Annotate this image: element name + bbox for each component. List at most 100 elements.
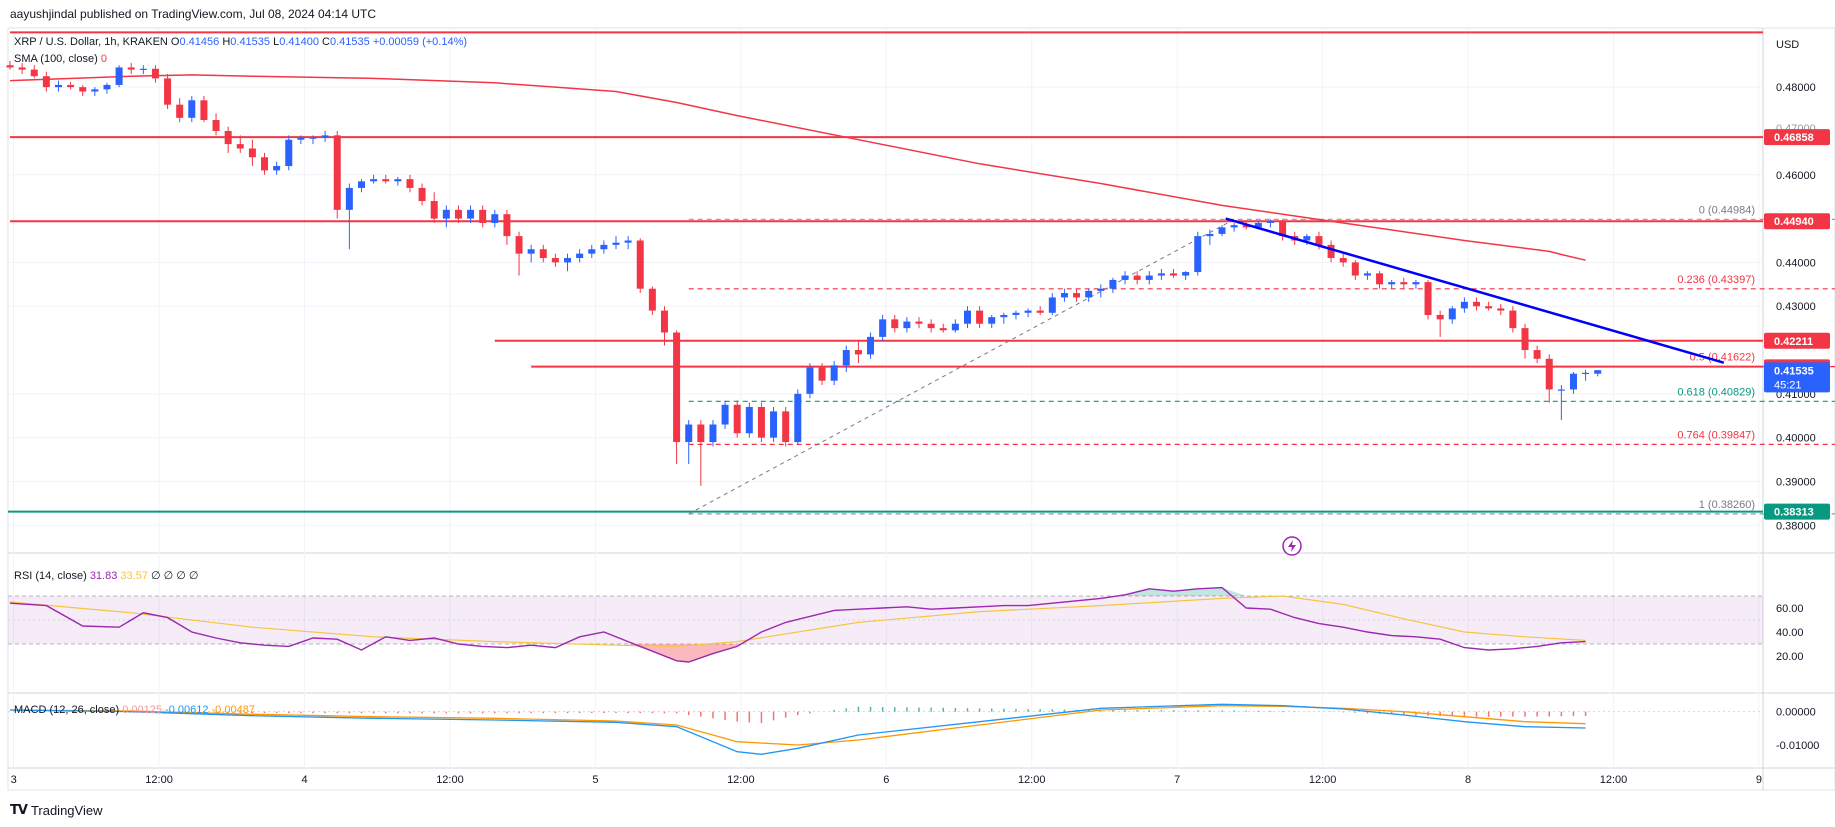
- candle-body: [988, 317, 996, 324]
- candle-body: [345, 187, 353, 210]
- candle-body: [1594, 370, 1602, 374]
- candle-body: [236, 144, 244, 149]
- rsi-line: [9, 586, 1586, 663]
- candle-body: [551, 258, 559, 263]
- candle-body: [1363, 273, 1371, 276]
- candle-body: [1339, 258, 1347, 263]
- candle-body: [1279, 220, 1287, 237]
- candle-body: [1218, 227, 1226, 234]
- candle-body: [1473, 301, 1481, 307]
- candle-body: [79, 87, 87, 92]
- macd-signal-line: [9, 705, 1586, 746]
- candle-body: [1460, 301, 1468, 309]
- time-tick-label: 12:00: [727, 774, 755, 786]
- candle-body: [1230, 225, 1238, 228]
- candle-body: [539, 249, 547, 259]
- candle-body: [515, 236, 523, 254]
- candle-body: [261, 157, 269, 171]
- candle-body: [1133, 275, 1141, 280]
- candle-body: [139, 68, 147, 70]
- candle-body: [115, 67, 123, 85]
- candle-body: [963, 310, 971, 324]
- candle-body: [1145, 275, 1153, 280]
- candle-body: [624, 240, 632, 243]
- candle-body: [673, 332, 681, 443]
- price-tag: [1764, 503, 1830, 520]
- candle-body: [1266, 220, 1274, 223]
- candle-body: [103, 84, 111, 90]
- candle-body: [224, 130, 232, 145]
- candle-body: [757, 406, 765, 438]
- price-tag: [1764, 129, 1830, 146]
- candle-body: [770, 411, 778, 438]
- countdown-label: 45:21: [1774, 379, 1802, 391]
- price-tag-label: 0.41535: [1774, 365, 1814, 377]
- candle-body: [1327, 244, 1335, 259]
- candle-body: [1024, 310, 1032, 313]
- candle-body: [1206, 233, 1214, 237]
- time-tick-label: 12:00: [145, 774, 173, 786]
- candle-body: [1012, 312, 1020, 315]
- fib-level-label: 0.5 (0.41622): [1690, 352, 1755, 364]
- price-tag-label: 0.42211: [1774, 336, 1813, 348]
- candle-body: [1085, 290, 1093, 298]
- candle-body: [285, 139, 293, 167]
- time-tick-label: 12:00: [1600, 774, 1628, 786]
- rsi-tick-label: 40.00: [1776, 627, 1804, 639]
- rsi-tick-label: 20.00: [1776, 651, 1804, 663]
- candle-body: [842, 350, 850, 366]
- candle-body: [915, 321, 923, 324]
- candle-body: [370, 179, 378, 182]
- candle-body: [1242, 225, 1250, 228]
- price-tick-label: 0.43000: [1776, 301, 1816, 313]
- candle-body: [697, 424, 705, 443]
- candle-body: [127, 67, 135, 70]
- candle-body: [503, 214, 511, 237]
- fib-level-label: 0.236 (0.43397): [1677, 274, 1755, 286]
- candle-body: [733, 404, 741, 434]
- candle-body: [321, 135, 329, 138]
- fib-level-label: 1 (0.38260): [1699, 499, 1755, 511]
- tradingview-brand[interactable]: 𝗧𝗩 TradingView: [10, 802, 102, 818]
- candle-body: [745, 406, 753, 434]
- time-tick-label: 4: [301, 774, 307, 786]
- rsi-tick-label: 60.00: [1776, 603, 1804, 615]
- candle-body: [357, 181, 365, 188]
- candle-body: [576, 253, 584, 259]
- candle-body: [1351, 262, 1359, 276]
- candle-body: [1533, 350, 1541, 359]
- candle-body: [491, 214, 499, 223]
- fib-level-label: 0 (0.44984): [1699, 204, 1755, 216]
- candle-body: [527, 249, 535, 254]
- candle-body: [1388, 282, 1396, 285]
- candle-body: [1497, 308, 1505, 311]
- candle-body: [1582, 372, 1590, 375]
- candle-body: [467, 209, 475, 219]
- candle-body: [976, 310, 984, 324]
- time-tick-label: 5: [592, 774, 598, 786]
- price-tag-label: 0.44940: [1774, 216, 1814, 228]
- candle-body: [30, 69, 38, 77]
- macd-tick-label: -0.01000: [1776, 740, 1819, 752]
- time-tick-label: 12:00: [436, 774, 464, 786]
- tradingview-logo-icon: 𝗧𝗩: [10, 802, 28, 817]
- price-tag: [1764, 362, 1830, 393]
- candle-body: [1400, 282, 1408, 285]
- candle-body: [67, 84, 75, 88]
- time-tick-label: 9: [1756, 774, 1762, 786]
- price-tick-label: 0.40000: [1776, 433, 1816, 445]
- candle-body: [600, 244, 608, 250]
- candle-body: [1000, 314, 1008, 318]
- fib-level-label: 0.764 (0.39847): [1677, 429, 1755, 441]
- candle-body: [1073, 293, 1081, 298]
- price-tick-label: 0.44000: [1776, 257, 1816, 269]
- candle-body: [1097, 288, 1105, 291]
- candle-body: [709, 424, 717, 443]
- candle-body: [176, 104, 184, 118]
- candle-body: [939, 328, 947, 331]
- candle-body: [273, 166, 281, 171]
- rsi-ma-line: [9, 595, 1586, 648]
- candle-body: [1436, 314, 1444, 320]
- candle-body: [54, 84, 62, 88]
